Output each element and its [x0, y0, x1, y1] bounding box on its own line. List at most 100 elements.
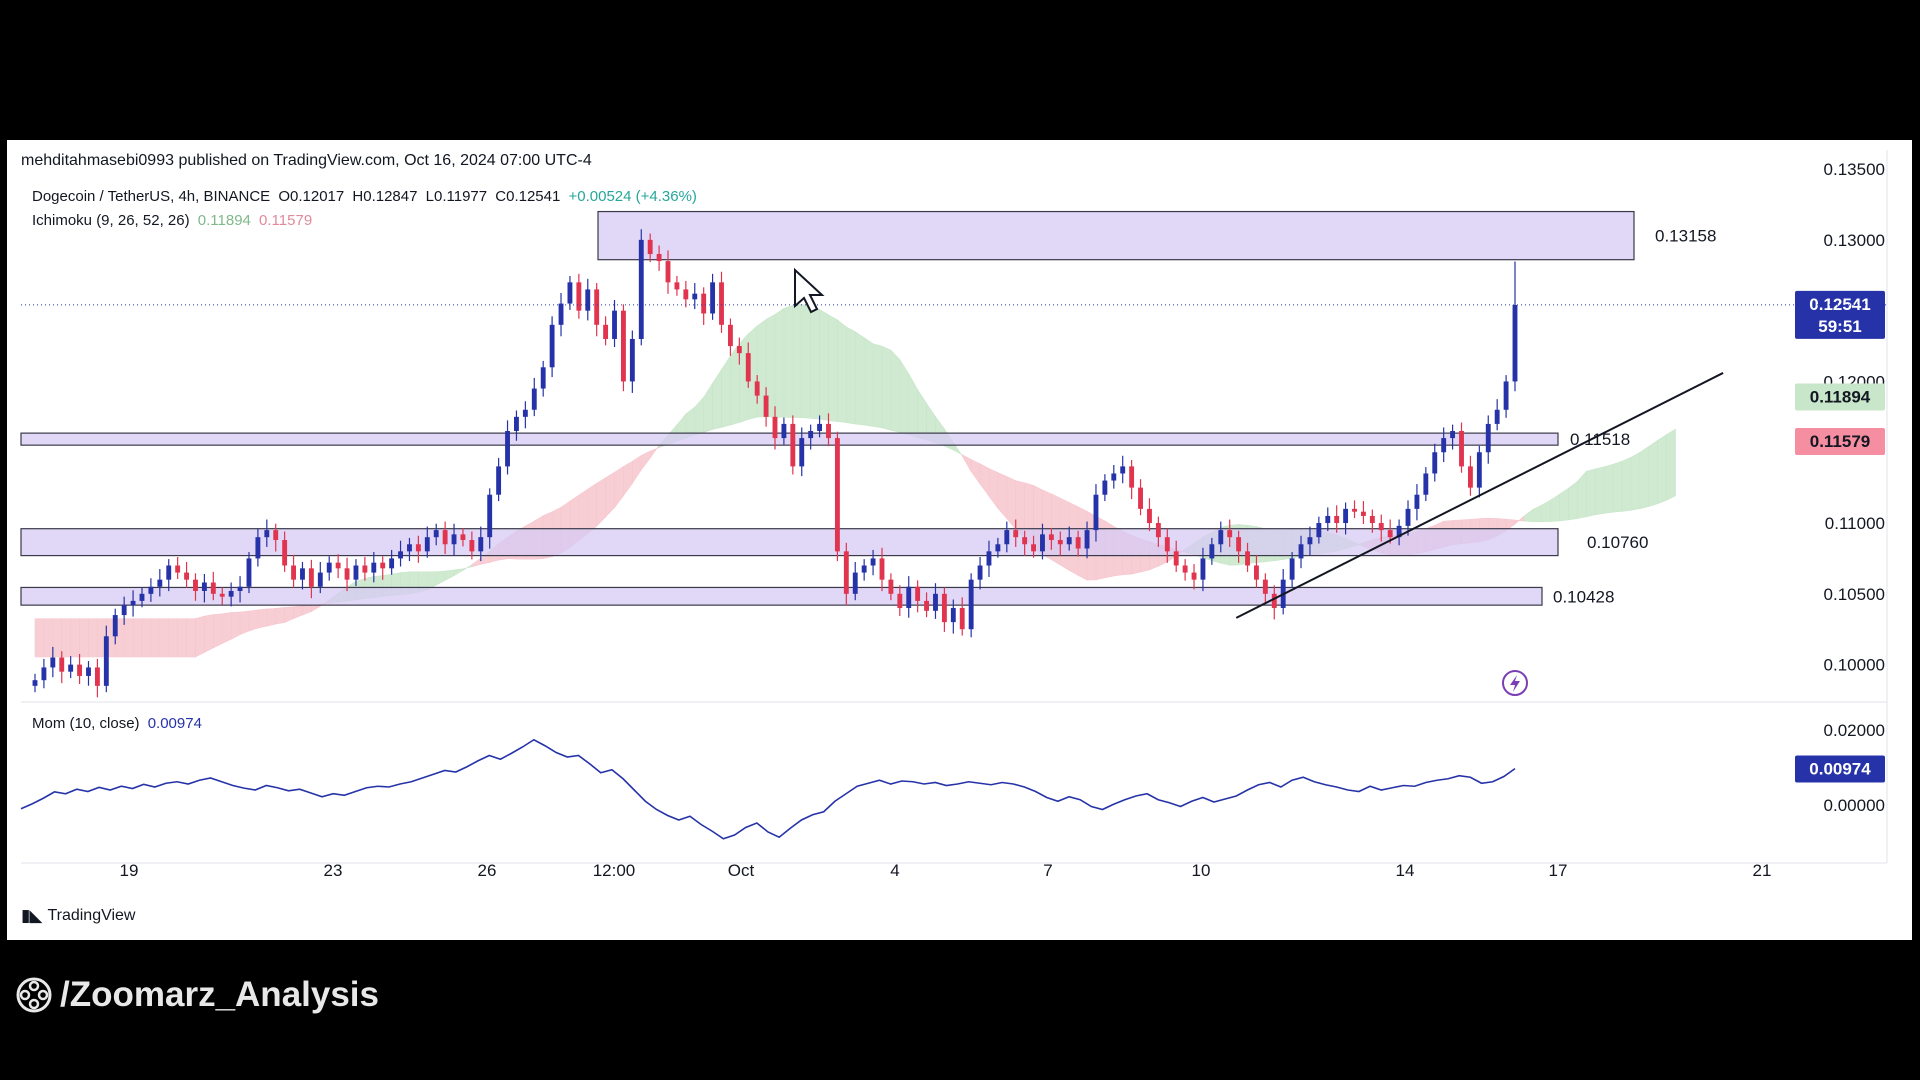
cloud-segment — [1541, 499, 1551, 523]
cloud-segment — [614, 465, 624, 509]
candle-body — [1254, 565, 1259, 580]
ohlc-close: C0.12541 — [495, 188, 561, 205]
candle-body — [59, 657, 65, 672]
candle-body — [950, 607, 956, 623]
candle-body — [371, 562, 377, 573]
tradingview-mark-icon: ▮◣ — [21, 906, 42, 925]
candle-body — [522, 409, 528, 417]
cloud-segment — [694, 396, 704, 436]
candle-body — [647, 239, 653, 255]
trendline-layer[interactable] — [1235, 372, 1724, 619]
zone-rect — [20, 432, 1559, 446]
cloud-segment — [79, 618, 89, 658]
candle-body — [817, 423, 823, 431]
candle-body — [175, 565, 181, 573]
time-tick-label: 17 — [1549, 861, 1568, 880]
cloud-segment — [221, 612, 232, 644]
tradingview-logo[interactable]: ▮◣ TradingView — [21, 906, 135, 926]
candle-body — [1378, 523, 1384, 531]
candle-body — [1031, 544, 1036, 552]
cloud-segment — [623, 460, 633, 497]
candle-body — [719, 282, 724, 325]
candle-body — [335, 562, 341, 569]
ohlc-high: H0.12847 — [352, 188, 418, 205]
momentum-legend: Mom (10, close) 0.00974 — [32, 715, 206, 732]
cloud-segment — [284, 606, 294, 623]
cloud-segment — [596, 477, 606, 527]
candle-body — [237, 586, 243, 591]
cloud-segment — [1559, 487, 1569, 522]
candle-body — [415, 544, 421, 552]
candle-body — [558, 303, 564, 325]
candle-body — [772, 416, 778, 439]
cloud-segment — [1666, 428, 1676, 501]
channel-name: /Zoomarz_Analysis — [60, 975, 379, 1014]
candle-body — [701, 293, 707, 314]
candle-body — [442, 530, 448, 545]
candle-body — [1369, 515, 1375, 524]
candle-body — [496, 466, 502, 495]
candle-body — [1485, 423, 1491, 453]
candle-body — [201, 582, 207, 591]
trendline — [1235, 372, 1724, 619]
candle-body — [1218, 530, 1224, 545]
candle-body — [665, 261, 671, 283]
candle-body — [1271, 593, 1277, 608]
candle-body — [1093, 494, 1099, 531]
cloud-segment — [195, 615, 205, 658]
momentum-label: Mom (10, close) — [32, 715, 140, 732]
candle-body — [531, 388, 537, 410]
ichimoku-price-tag — [1795, 428, 1885, 456]
cloud-segment — [1621, 456, 1632, 512]
cloud-segment — [444, 569, 455, 581]
cloud-segment — [141, 618, 152, 658]
candle-body — [1004, 530, 1010, 545]
candle-body — [433, 530, 439, 538]
candles[interactable] — [32, 229, 1518, 698]
cloud-segment — [640, 450, 651, 471]
candle-body — [870, 558, 876, 566]
candle-body — [210, 582, 216, 594]
candle-body — [1467, 466, 1473, 488]
candle-body — [995, 544, 1001, 552]
cloud-segment — [649, 444, 660, 459]
candle-body — [612, 310, 617, 339]
candle-body — [933, 593, 938, 611]
ichimoku-value-1: 0.11894 — [197, 212, 251, 229]
zone-label: 0.10428 — [1553, 587, 1614, 606]
candle-body — [103, 636, 109, 686]
candle-body — [986, 551, 992, 566]
candle-body — [407, 544, 412, 552]
cloud-segment — [890, 349, 901, 433]
cloud-segment — [204, 614, 214, 653]
candle-body — [977, 565, 983, 580]
candle-body — [300, 568, 305, 580]
cloud-segment — [70, 618, 80, 658]
cloud-segment — [863, 337, 874, 427]
momentum-value: 0.00974 — [147, 715, 202, 732]
price-tick-label: 0.11000 — [1825, 514, 1885, 533]
cloud-segment — [230, 611, 241, 640]
candle-body — [727, 324, 733, 347]
cloud-segment — [819, 308, 829, 421]
price-chart[interactable]: 0.13158 0.11518 0.10760 0.10428 0.13500 0.13… — [7, 140, 1912, 940]
momentum-tag-value: 0.00974 — [1809, 759, 1871, 778]
time-tick-label: 21 — [1753, 861, 1772, 880]
candle-body — [754, 381, 760, 396]
candle-body — [514, 416, 519, 431]
candle-body — [505, 431, 510, 467]
momentum-tick-label: 0.02000 — [1824, 721, 1885, 740]
candle-body — [585, 289, 591, 311]
candle-body — [1262, 579, 1268, 594]
time-tick-label: 14 — [1396, 861, 1415, 880]
candle-body — [1450, 431, 1456, 439]
cloud-segment — [462, 564, 473, 571]
candle-body — [826, 423, 831, 439]
candle-body — [1084, 530, 1090, 549]
cloud-segment — [61, 618, 71, 658]
candle-body — [1120, 466, 1126, 474]
time-tick-label: 4 — [890, 861, 899, 880]
candle-body — [879, 558, 885, 580]
candle-body — [1334, 515, 1340, 524]
candle-body — [941, 593, 947, 623]
